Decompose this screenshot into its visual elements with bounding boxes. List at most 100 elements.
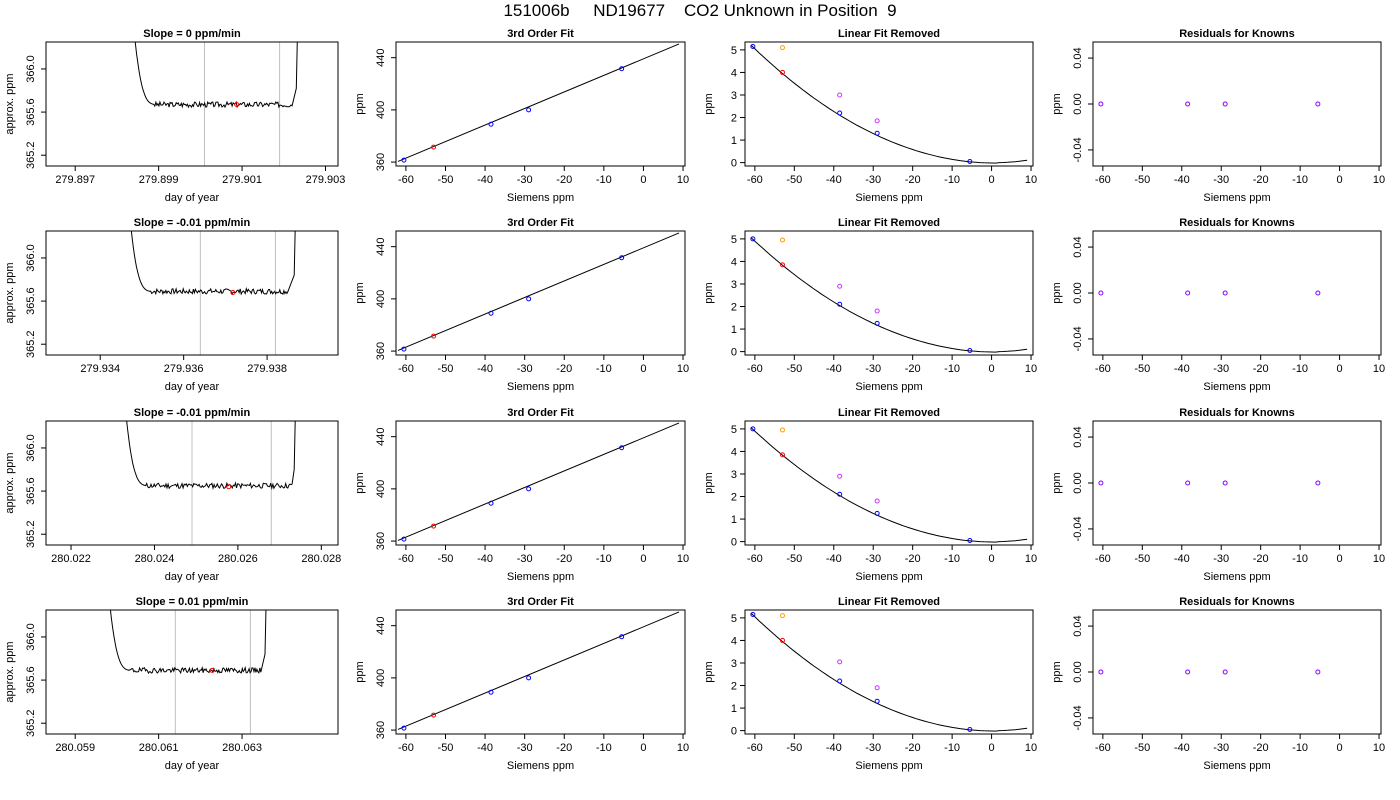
y-tick-label: 366.0 [25, 623, 37, 651]
known-standard-point [874, 130, 880, 136]
x-tick-label: 0 [989, 553, 995, 565]
x-tick-label: 279.934 [80, 363, 120, 375]
known-standard-point [874, 320, 880, 326]
x-tick-label: -10 [1292, 363, 1308, 375]
y-tick-label: 0.04 [1072, 615, 1084, 636]
x-tick-label: 0 [640, 174, 646, 186]
x-tick-label: -50 [786, 174, 802, 186]
fit-curve [397, 422, 680, 541]
known-standard-point [837, 678, 843, 684]
y-tick-label: 0.04 [1072, 426, 1084, 447]
x-tick-label: -10 [596, 174, 612, 186]
panel-title: Slope = -0.01 ppm/min [134, 407, 251, 419]
y-tick-label: 360 [375, 342, 387, 360]
plot-frame [1092, 420, 1382, 546]
known-standard-point [401, 725, 407, 731]
y-tick-label: 366.0 [25, 55, 37, 83]
x-axis-label: Siemens ppm [855, 192, 922, 204]
page-title: 151006b ND19677 CO2 Unknown in Position … [503, 1, 897, 20]
y-tick-label: 0.00 [1072, 93, 1084, 114]
trace-panel-3: Slope = -0.01 ppm/min day of year approx. … [4, 407, 341, 583]
x-tick-label: 0 [989, 742, 995, 754]
y-tick-label: 3 [731, 90, 737, 102]
y-tick-label: -0.04 [1072, 516, 1084, 541]
x-tick-label: -40 [477, 363, 493, 375]
x-tick-label: -40 [477, 174, 493, 186]
x-tick-label: -20 [556, 174, 572, 186]
reference-point [779, 613, 785, 619]
residual-point [1185, 669, 1191, 675]
residual-point [1098, 290, 1104, 296]
known-standard-point [967, 726, 973, 732]
x-tick-label: -60 [398, 174, 414, 186]
fit-panel-2: 3rd Order Fit Siemens ppm ppm -60 -50 -40 -30 -… [354, 217, 689, 393]
x-tick-label: 280.022 [51, 553, 91, 565]
panel-title: Residuals for Knowns [1179, 217, 1295, 229]
y-tick-label: 4 [731, 635, 737, 647]
known-standard-point [967, 158, 973, 164]
x-tick-label: -50 [1134, 174, 1150, 186]
x-tick-label: 10 [677, 742, 689, 754]
x-tick-label: 0 [989, 174, 995, 186]
x-tick-label: 10 [1373, 174, 1385, 186]
x-tick-label: 10 [677, 363, 689, 375]
x-tick-label: -50 [1134, 742, 1150, 754]
y-tick-label: 365.2 [25, 141, 37, 169]
y-tick-label: 2 [731, 113, 737, 125]
panel-title: 3rd Order Fit [507, 596, 574, 608]
y-axis-label: approx. ppm [4, 452, 16, 513]
unknown-mean-point [209, 667, 215, 673]
y-tick-label: 0 [731, 347, 737, 359]
y-axis-label: ppm [703, 472, 715, 493]
plot-frame [45, 41, 339, 167]
y-tick-label: -0.04 [1072, 705, 1084, 730]
x-tick-label: -60 [1095, 174, 1111, 186]
x-tick-label: -30 [1213, 363, 1229, 375]
known-standard-point [967, 347, 973, 353]
x-tick-label: 10 [1025, 553, 1037, 565]
y-tick-label: 360 [375, 532, 387, 550]
y-axis-label: ppm [703, 93, 715, 114]
y-tick-label: 440 [375, 616, 387, 634]
panel-title: Linear Fit Removed [838, 28, 940, 40]
residual-fit-curve [750, 237, 1028, 353]
linear-removed-panel-4: Linear Fit Removed Siemens ppm ppm -60 -50 -4… [703, 596, 1037, 772]
y-tick-label: 365.2 [25, 520, 37, 548]
fit-curve [397, 43, 680, 162]
unknown-sample-point [779, 69, 785, 75]
x-tick-label: -10 [596, 363, 612, 375]
known-standard-point [526, 296, 532, 302]
y-axis-label: approx. ppm [4, 641, 16, 702]
x-tick-label: -10 [1292, 174, 1308, 186]
unknown-sample-point [431, 333, 437, 339]
concentration-trace [126, 421, 296, 491]
x-tick-label: 280.059 [55, 742, 95, 754]
x-axis-label: Siemens ppm [507, 381, 574, 393]
x-tick-label: -10 [944, 174, 960, 186]
y-axis-label: ppm [1051, 472, 1063, 493]
y-tick-label: -0.04 [1072, 137, 1084, 162]
x-tick-label: -60 [747, 553, 763, 565]
y-tick-label: 1 [731, 703, 737, 715]
x-axis-label: Siemens ppm [1203, 571, 1270, 583]
x-axis-label: Siemens ppm [1203, 381, 1270, 393]
x-tick-label: -10 [1292, 553, 1308, 565]
known-standard-point [401, 536, 407, 542]
residual-fit-curve [750, 44, 1028, 164]
x-tick-label: -20 [905, 174, 921, 186]
y-tick-label: 366.0 [25, 434, 37, 462]
unknown-mean-point [226, 484, 232, 490]
x-tick-label: 10 [677, 174, 689, 186]
known-standard-point [401, 157, 407, 163]
panel-title: Residuals for Knowns [1179, 407, 1295, 419]
known-standard-point [874, 510, 880, 516]
fit-panel-1: 3rd Order Fit Siemens ppm ppm -60 -50 -40 -30 -… [354, 28, 689, 204]
tank-point [874, 685, 880, 691]
y-axis-label: ppm [354, 472, 366, 493]
unknown-sample-point [779, 262, 785, 268]
residual-point [1315, 669, 1321, 675]
y-tick-label: 400 [375, 101, 387, 119]
x-tick-label: -30 [865, 363, 881, 375]
concentration-trace [130, 231, 296, 296]
x-axis-label: day of year [165, 571, 220, 583]
